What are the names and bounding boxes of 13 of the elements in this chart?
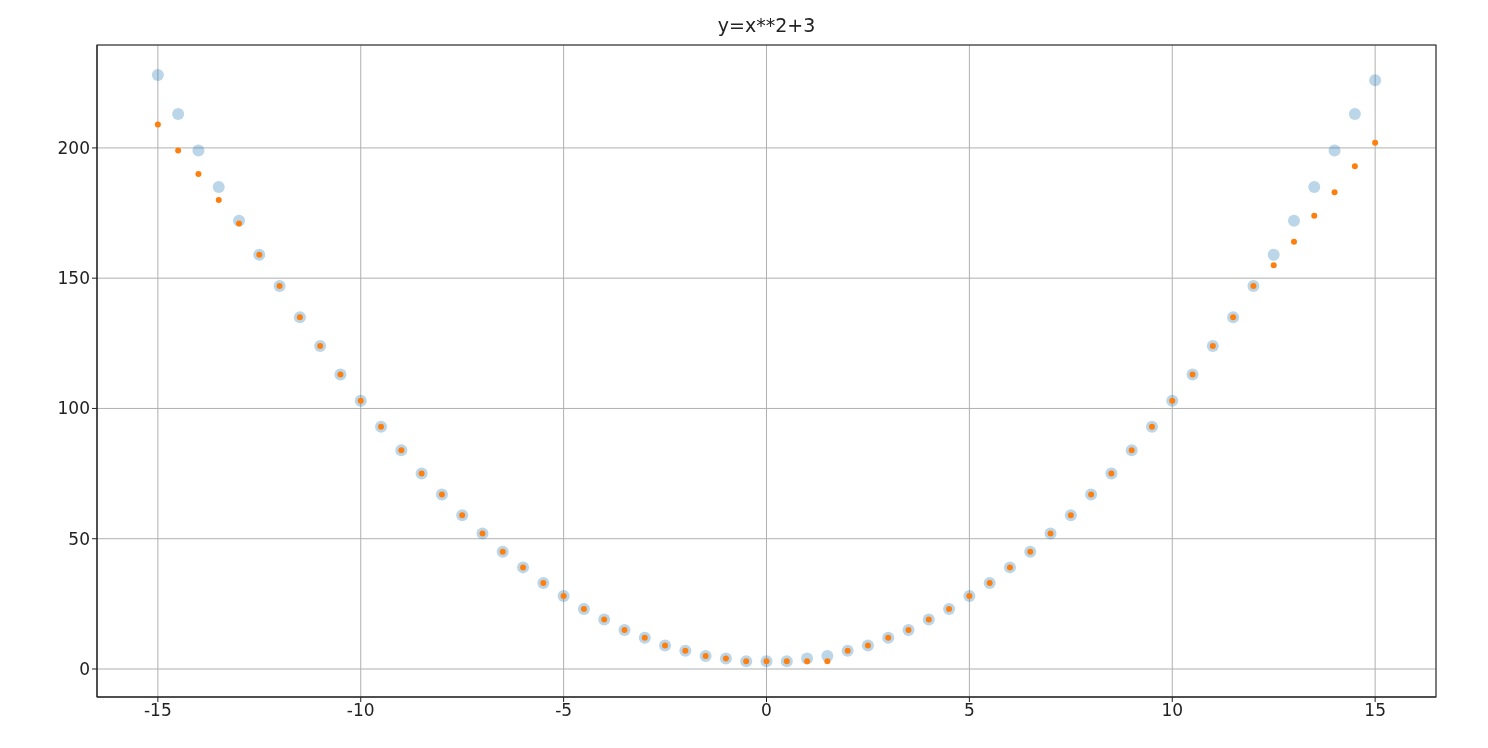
- y-tick-label: 150: [57, 268, 90, 289]
- x-tick-label: -15: [143, 700, 172, 721]
- x-tick-label: 10: [1161, 700, 1184, 721]
- y-tick-label: 100: [57, 398, 90, 419]
- y-tick-label: 0: [79, 659, 90, 680]
- x-tick-label: -10: [346, 700, 375, 721]
- x-tick-label: -5: [555, 700, 573, 721]
- x-tick-label: 0: [761, 700, 772, 721]
- y-tick-label: 200: [57, 137, 90, 158]
- x-tick-label: 5: [963, 700, 975, 721]
- y-tick-label: 50: [68, 528, 90, 549]
- chart-title: y=x**2+3: [716, 14, 817, 36]
- x-tick-label: 15: [1364, 700, 1386, 721]
